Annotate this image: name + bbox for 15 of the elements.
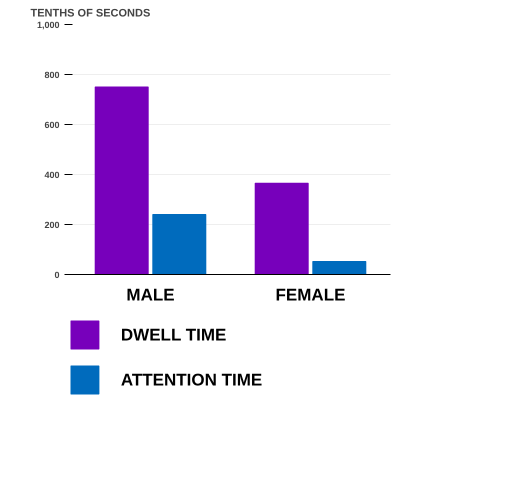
legend-label: ATTENTION TIME <box>120 370 262 390</box>
y-tick-label: 400 <box>44 170 60 180</box>
x-tick-label: FEMALE <box>276 286 346 304</box>
bar <box>152 214 206 274</box>
bar <box>254 182 309 274</box>
y-tick-label: 0 <box>54 270 60 280</box>
bar <box>312 261 366 274</box>
x-tick-label: MALE <box>126 286 175 304</box>
legend-label: DWELL TIME <box>120 326 226 344</box>
y-tick-label: 800 <box>44 70 60 80</box>
y-tick-label: 1,000 <box>36 20 60 30</box>
bar <box>94 86 149 274</box>
y-axis-title: TENTHS OF SECONDS <box>30 8 150 20</box>
y-tick-label: 600 <box>44 120 60 130</box>
y-tick-label: 200 <box>44 220 60 230</box>
